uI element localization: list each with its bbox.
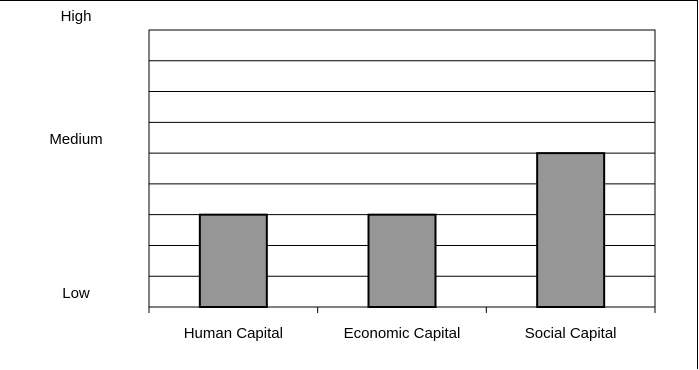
plot-area [148, 29, 656, 308]
bar-economic-capital [367, 213, 437, 309]
bars [198, 152, 606, 309]
bar-social-capital [536, 152, 606, 308]
x-tick-label: Human Capital [184, 325, 283, 342]
y-axis-labels: Low Medium High [49, 8, 102, 302]
y-tick-label: Medium [49, 131, 102, 148]
x-tick-label: Economic Capital [344, 325, 461, 342]
bar-human-capital [198, 213, 268, 309]
x-tick-label: Social Capital [525, 325, 617, 342]
y-tick-label: High [61, 8, 92, 25]
x-axis-labels: Human Capital Economic Capital Social Capi… [184, 325, 617, 342]
y-tick-label: Low [62, 285, 90, 302]
x-axis [148, 307, 656, 313]
